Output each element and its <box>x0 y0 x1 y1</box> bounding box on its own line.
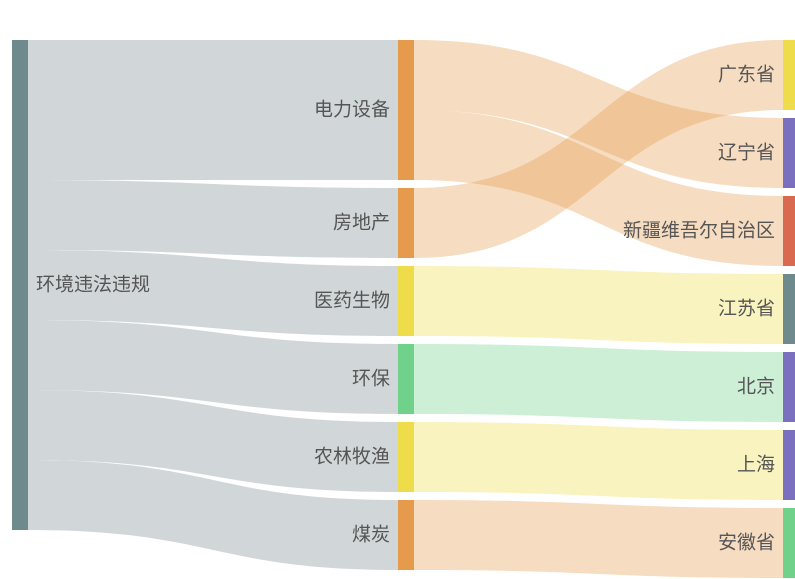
sankey-node-label-beijing: 北京 <box>737 376 775 398</box>
sankey-node-label-envprot: 环保 <box>352 368 390 390</box>
sankey-node-pharma <box>398 266 414 336</box>
sankey-node-jiangsu <box>783 274 795 344</box>
sankey-node-label-shanghai: 上海 <box>737 454 775 476</box>
sankey-node-env <box>12 40 28 530</box>
sankey-node-agri <box>398 422 414 492</box>
sankey-node-label-agri: 农林牧渔 <box>314 446 390 468</box>
sankey-link-coal-anhui <box>414 500 783 578</box>
sankey-node-coal <box>398 500 414 570</box>
sankey-node-label-xinjiang: 新疆维吾尔自治区 <box>623 220 775 242</box>
sankey-node-label-jiangsu: 江苏省 <box>718 298 775 320</box>
sankey-node-envprot <box>398 344 414 414</box>
sankey-link-power-xinjiang <box>414 110 783 266</box>
links-layer <box>28 40 783 578</box>
sankey-link-power-liaoning <box>414 40 783 188</box>
sankey-node-anhui <box>783 508 795 578</box>
sankey-link-env-realestate <box>28 180 398 258</box>
sankey-node-label-anhui: 安徽省 <box>718 532 775 554</box>
sankey-link-env-pharma <box>28 250 398 336</box>
sankey-node-beijing <box>783 352 795 422</box>
sankey-node-shanghai <box>783 430 795 500</box>
nodes-layer <box>12 40 795 578</box>
sankey-node-realestate <box>398 188 414 258</box>
sankey-link-env-power <box>28 40 398 180</box>
sankey-link-env-agri <box>28 390 398 492</box>
sankey-node-liaoning <box>783 118 795 188</box>
sankey-node-label-pharma: 医药生物 <box>314 290 390 312</box>
sankey-node-label-realestate: 房地产 <box>333 212 390 234</box>
sankey-node-label-liaoning: 辽宁省 <box>718 142 775 164</box>
sankey-link-agri-shanghai <box>414 422 783 500</box>
sankey-node-label-coal: 煤炭 <box>352 524 390 546</box>
sankey-link-env-coal <box>28 460 398 570</box>
sankey-node-label-guangdong: 广东省 <box>718 64 775 86</box>
sankey-link-realestate-guangdong <box>414 40 783 258</box>
sankey-node-guangdong <box>783 40 795 110</box>
sankey-link-pharma-jiangsu <box>414 266 783 344</box>
sankey-link-env-envprot <box>28 320 398 414</box>
sankey-node-xinjiang <box>783 196 795 266</box>
sankey-link-envprot-beijing <box>414 344 783 422</box>
sankey-node-label-env: 环境违法违规 <box>36 274 150 296</box>
sankey-node-power <box>398 40 414 180</box>
sankey-node-label-power: 电力设备 <box>314 99 390 121</box>
